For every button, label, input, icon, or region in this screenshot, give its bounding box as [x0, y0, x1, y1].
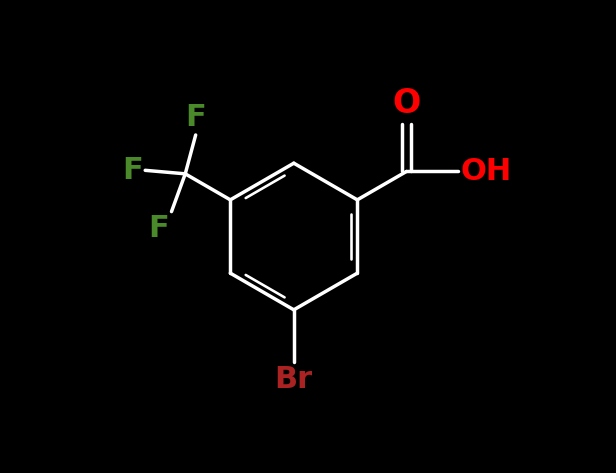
Text: F: F: [148, 214, 169, 243]
Text: Br: Br: [275, 365, 313, 394]
Text: OH: OH: [461, 157, 512, 186]
Text: F: F: [122, 156, 143, 185]
Text: F: F: [185, 103, 206, 132]
Text: O: O: [392, 88, 421, 121]
